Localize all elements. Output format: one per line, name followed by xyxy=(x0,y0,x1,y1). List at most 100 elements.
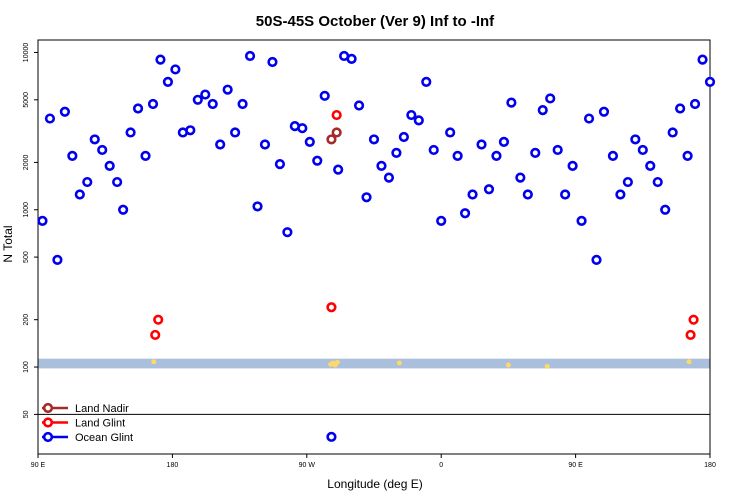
data-point-ocean-glint xyxy=(675,103,686,114)
data-point-ocean-glint xyxy=(162,76,174,87)
data-point-ocean-glint xyxy=(222,84,233,95)
data-point-ocean-glint xyxy=(67,150,78,161)
x-tick-label: 180 xyxy=(704,462,716,469)
plot-area: 50 100 200 500 1000 2000 5000 10000 90 E 180 90 W 0… xyxy=(23,39,716,469)
data-point-ocean-glint xyxy=(459,208,471,219)
data-point-land-glint xyxy=(326,302,337,313)
data-point-ocean-glint xyxy=(147,98,159,110)
data-point-marker xyxy=(544,363,550,369)
data-point-ocean-glint xyxy=(591,254,602,265)
y-tick-label: 50 xyxy=(23,410,30,418)
data-point-ocean-glint xyxy=(132,103,144,114)
data-point-ocean-glint xyxy=(104,160,115,172)
data-point-ocean-glint xyxy=(660,204,671,215)
data-point-ocean-glint xyxy=(97,144,108,156)
data-point-ocean-glint xyxy=(398,131,409,143)
x-tick-label: 90 W xyxy=(299,462,316,469)
data-point-ocean-glint xyxy=(304,136,315,147)
legend-marker xyxy=(42,417,54,428)
data-point-marker xyxy=(151,359,157,365)
x-tick-label: 90 E xyxy=(31,462,46,469)
data-point-ocean-glint xyxy=(44,113,56,124)
horizontal-band xyxy=(38,358,710,369)
data-point-ocean-glint xyxy=(530,147,541,158)
data-point-ocean-glint xyxy=(368,134,380,145)
data-point-ocean-glint xyxy=(476,139,487,150)
y-tick-label: 2000 xyxy=(23,155,30,171)
data-point-marker xyxy=(686,359,692,365)
data-point-ocean-glint xyxy=(297,123,308,134)
data-point-ocean-glint xyxy=(552,144,563,156)
data-point-ocean-glint xyxy=(170,64,181,75)
data-point-ocean-glint xyxy=(140,150,151,161)
data-point-ocean-glint xyxy=(498,136,510,147)
data-point-ocean-glint xyxy=(652,176,663,188)
y-tick-label: 1000 xyxy=(23,202,30,218)
data-point-ocean-glint xyxy=(59,106,70,117)
data-point-ocean-glint xyxy=(406,109,417,121)
data-point-land-glint xyxy=(331,109,342,121)
data-point-ocean-glint xyxy=(353,100,365,111)
data-point-ocean-glint xyxy=(274,159,286,170)
data-point-ocean-glint xyxy=(112,176,123,188)
legend-label: Land Glint xyxy=(75,418,125,430)
data-point-ocean-glint xyxy=(436,215,447,226)
data-point-ocean-glint xyxy=(237,98,248,110)
data-point-ocean-glint xyxy=(118,204,129,215)
data-point-ocean-glint xyxy=(491,150,502,161)
y-tick-label: 200 xyxy=(23,314,30,326)
data-point-ocean-glint xyxy=(383,172,395,183)
data-point-ocean-glint xyxy=(413,115,424,126)
data-point-ocean-glint xyxy=(37,215,48,226)
data-point-ocean-glint xyxy=(312,155,323,166)
data-point-ocean-glint xyxy=(522,189,533,200)
data-point-land-glint xyxy=(688,314,699,325)
data-point-ocean-glint xyxy=(333,164,344,175)
legend-label: Ocean Glint xyxy=(75,432,133,444)
data-point-marker xyxy=(396,360,402,366)
data-point-ocean-glint xyxy=(319,90,330,101)
data-point-ocean-glint xyxy=(697,54,708,65)
y-tick-label: 100 xyxy=(23,361,30,373)
data-point-ocean-glint xyxy=(615,189,626,200)
legend-marker xyxy=(42,431,54,443)
data-point-ocean-glint xyxy=(200,89,211,100)
data-point-ocean-glint xyxy=(82,176,93,188)
data-point-ocean-glint xyxy=(576,215,587,226)
data-point-ocean-glint xyxy=(244,50,256,62)
plot-frame xyxy=(37,39,711,455)
data-point-ocean-glint xyxy=(89,134,100,145)
data-point-ocean-glint xyxy=(506,97,517,108)
data-point-ocean-glint xyxy=(125,127,136,138)
data-point-ocean-glint xyxy=(483,184,495,195)
data-point-marker xyxy=(334,359,340,365)
data-point-ocean-glint xyxy=(252,201,263,212)
y-tick-label: 10000 xyxy=(23,43,30,63)
data-point-ocean-glint xyxy=(421,76,432,87)
data-point-ocean-glint xyxy=(607,150,619,161)
data-point-ocean-glint xyxy=(391,147,402,158)
data-point-ocean-glint xyxy=(326,431,337,442)
data-point-ocean-glint xyxy=(567,160,578,172)
chart-title: 50S-45S October (Ver 9) Inf to -Inf xyxy=(256,13,495,30)
legend-label: Land Nadir xyxy=(75,403,129,415)
data-point-ocean-glint xyxy=(185,125,196,136)
data-point-ocean-glint xyxy=(376,160,387,172)
data-point-ocean-glint xyxy=(645,160,656,172)
data-point-land-glint xyxy=(150,329,161,341)
data-point-land-glint xyxy=(685,329,696,341)
data-point-ocean-glint xyxy=(52,254,63,265)
data-point-ocean-glint xyxy=(515,172,526,183)
data-point-land-nadir xyxy=(331,127,342,138)
data-point-ocean-glint xyxy=(667,127,678,138)
data-point-ocean-glint xyxy=(361,192,372,203)
data-point-ocean-glint xyxy=(207,98,218,110)
data-point-land-glint xyxy=(153,314,164,325)
data-point-marker xyxy=(505,362,511,368)
data-point-ocean-glint xyxy=(630,134,641,145)
data-point-ocean-glint xyxy=(445,127,456,138)
x-axis-label: Longitude (deg E) xyxy=(327,477,422,491)
data-point-land-nadir xyxy=(326,134,337,145)
